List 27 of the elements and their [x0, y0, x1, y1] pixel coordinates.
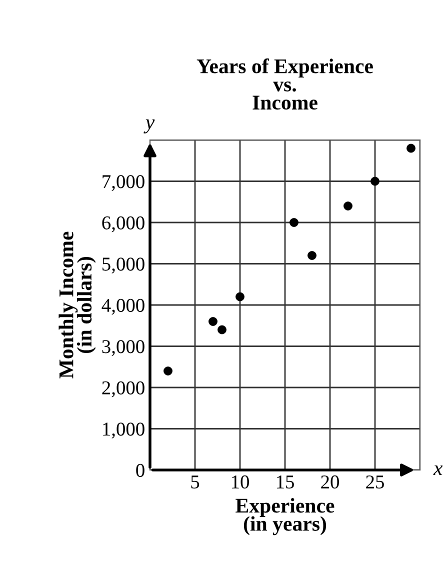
text: y: [144, 119, 155, 134]
y-tick-label: 4,000: [102, 298, 144, 315]
point: [218, 325, 226, 334]
point: [236, 292, 244, 302]
y-axis-title: Monthly Income (in dollars): [58, 232, 96, 378]
x-tick-label: 25: [366, 475, 384, 489]
y-tick-label: 0: [136, 464, 144, 477]
x-axis-title: Experience (in years): [236, 498, 334, 536]
x-tick-label: 10: [232, 475, 249, 489]
y-tick-label: 6,000: [102, 216, 144, 232]
y-tick-label: 3,000: [102, 340, 144, 356]
point: [370, 176, 380, 186]
point: [406, 144, 416, 153]
x-tick-label: 15: [276, 476, 294, 489]
x-tick-label: 20: [321, 475, 339, 489]
point: [308, 251, 316, 260]
point: [164, 366, 172, 376]
y-tick-label: 1,000: [103, 422, 144, 438]
y-tick-label: 2,000: [102, 381, 144, 398]
x-tick-label: 5: [191, 476, 200, 489]
point: [344, 202, 352, 210]
y-tick-label: 5,000: [102, 258, 144, 274]
y-tick-label: 7,000: [102, 175, 144, 191]
point: [290, 218, 298, 227]
point: [208, 317, 218, 326]
text: x: [433, 465, 443, 476]
chart-title: Years of Experience vs. Income: [196, 58, 373, 110]
